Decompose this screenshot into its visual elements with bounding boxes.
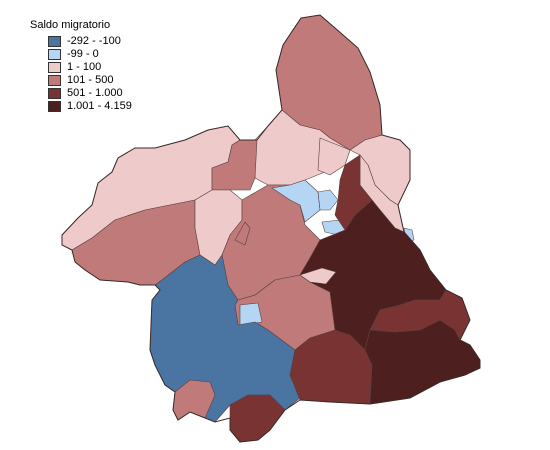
legend-swatch bbox=[48, 36, 61, 47]
legend-item: -99 - 0 bbox=[48, 48, 132, 61]
region-mid-north-red bbox=[334, 154, 373, 231]
legend-label: -99 - 0 bbox=[67, 48, 99, 60]
region-center-blue-b bbox=[317, 189, 339, 211]
legend-swatch bbox=[48, 49, 61, 60]
legend-swatch bbox=[48, 101, 61, 112]
legend-item: 101 - 500 bbox=[48, 74, 132, 87]
legend-item: 501 - 1.000 bbox=[48, 87, 132, 100]
region-small-center-light bbox=[299, 267, 337, 285]
legend-swatch bbox=[48, 88, 61, 99]
region-center-small bbox=[211, 139, 258, 191]
region-lorca-blue bbox=[239, 302, 263, 327]
region-small-center-pink bbox=[234, 221, 251, 246]
legend-label: 101 - 500 bbox=[67, 74, 114, 86]
legend-swatch bbox=[48, 62, 61, 73]
legend-item: -292 - -100 bbox=[48, 35, 132, 48]
region-south-coast bbox=[229, 394, 286, 443]
legend-label: 1 - 100 bbox=[67, 61, 102, 73]
legend-label: -292 - -100 bbox=[67, 35, 121, 47]
legend-swatch bbox=[48, 75, 61, 86]
legend-item: 1 - 100 bbox=[48, 61, 132, 74]
region-north-central-b bbox=[317, 137, 351, 176]
map-outline bbox=[61, 14, 481, 443]
legend-label: 1.001 - 4.159 bbox=[67, 100, 132, 112]
legend-label: 501 - 1.000 bbox=[67, 87, 123, 99]
legend-item: 1.001 - 4.159 bbox=[48, 100, 132, 113]
legend-title: Saldo migratorio bbox=[30, 19, 111, 31]
